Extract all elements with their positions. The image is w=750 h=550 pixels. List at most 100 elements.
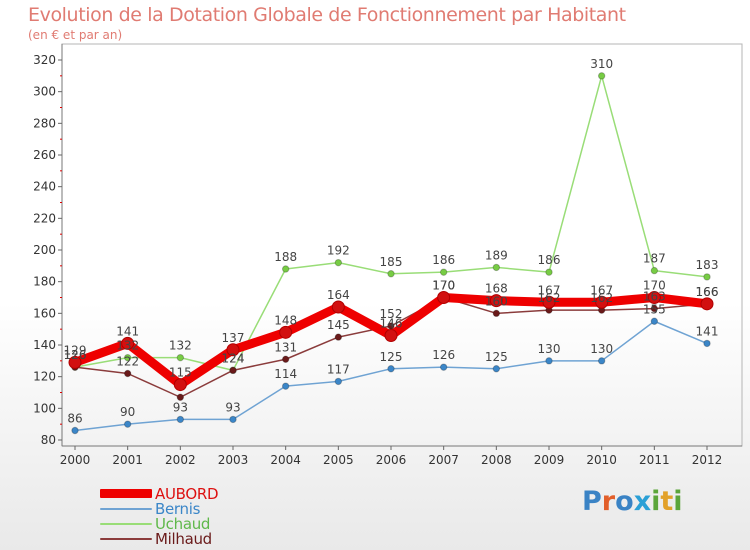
data-point-aubord bbox=[437, 291, 451, 304]
x-tick-label: 2006 bbox=[376, 453, 407, 467]
x-tick-label: 2001 bbox=[112, 453, 143, 467]
data-label-uchaud: 188 bbox=[274, 250, 297, 264]
y-tick-label: 320 bbox=[33, 53, 56, 67]
data-label-aubord: 141 bbox=[116, 324, 139, 338]
data-label-milhaud: 122 bbox=[116, 355, 139, 369]
data-label-bernis: 141 bbox=[696, 324, 719, 338]
legend-label: Milhaud bbox=[155, 529, 212, 548]
data-point-milhaud bbox=[334, 333, 343, 341]
x-tick-label: 2009 bbox=[534, 453, 565, 467]
y-tick-label: 80 bbox=[41, 433, 56, 447]
data-point-uchaud bbox=[176, 353, 185, 362]
data-label-bernis: 125 bbox=[485, 350, 508, 364]
data-label-bernis: 114 bbox=[274, 367, 297, 381]
data-point-bernis bbox=[492, 365, 501, 373]
data-point-bernis bbox=[334, 377, 343, 386]
data-point-uchaud bbox=[281, 265, 290, 273]
data-point-uchaud bbox=[439, 268, 448, 276]
x-tick-label: 2010 bbox=[586, 453, 617, 467]
logo-letter: i bbox=[673, 486, 683, 517]
data-label-aubord: 164 bbox=[327, 288, 350, 302]
y-tick-label: 300 bbox=[33, 85, 56, 99]
data-label-uchaud: 126 bbox=[64, 348, 87, 362]
legend-label: AUBORD bbox=[155, 484, 219, 503]
data-label-aubord: 137 bbox=[222, 331, 245, 345]
data-label-milhaud: 162 bbox=[590, 291, 613, 305]
data-label-bernis: 117 bbox=[327, 362, 350, 376]
x-tick-label: 2004 bbox=[270, 453, 301, 467]
y-tick-label: 200 bbox=[33, 243, 56, 257]
data-point-aubord bbox=[331, 300, 345, 314]
data-point-aubord bbox=[226, 343, 240, 357]
data-label-bernis: 130 bbox=[538, 342, 561, 356]
data-label-aubord: 115 bbox=[169, 366, 192, 380]
data-point-milhaud bbox=[492, 309, 501, 318]
data-point-aubord bbox=[121, 336, 135, 350]
data-point-aubord bbox=[700, 297, 714, 311]
x-tick-label: 2005 bbox=[323, 453, 354, 467]
logo-letter: x bbox=[633, 486, 652, 517]
legend-swatch bbox=[100, 537, 152, 540]
data-label-bernis: 90 bbox=[120, 405, 135, 419]
data-point-bernis bbox=[229, 415, 237, 424]
legend-item-aubord: AUBORD bbox=[100, 484, 219, 503]
data-label-aubord: 170 bbox=[432, 279, 455, 293]
x-tick-label: 2000 bbox=[60, 453, 91, 467]
data-point-uchaud bbox=[492, 263, 501, 272]
logo-letter: P bbox=[582, 486, 602, 517]
logo-letter: i bbox=[651, 486, 661, 517]
data-point-bernis bbox=[281, 382, 290, 390]
data-label-aubord: 146 bbox=[380, 317, 403, 331]
x-tick-label: 2003 bbox=[218, 453, 249, 467]
data-point-uchaud bbox=[334, 258, 343, 267]
data-label-aubord: 170 bbox=[643, 279, 666, 293]
x-tick-label: 2002 bbox=[165, 453, 196, 467]
data-point-aubord bbox=[279, 325, 293, 339]
data-label-aubord: 167 bbox=[590, 283, 613, 297]
y-tick-label: 280 bbox=[33, 116, 56, 130]
data-label-bernis: 93 bbox=[225, 400, 240, 414]
y-tick-label: 140 bbox=[33, 338, 56, 352]
data-point-aubord bbox=[173, 378, 187, 392]
data-label-aubord: 166 bbox=[696, 285, 719, 299]
data-label-uchaud: 187 bbox=[643, 252, 666, 266]
data-point-bernis bbox=[439, 363, 448, 371]
x-tick-label: 2012 bbox=[692, 453, 723, 467]
data-point-aubord bbox=[542, 295, 556, 309]
data-point-aubord bbox=[595, 295, 609, 309]
x-tick-label: 2007 bbox=[428, 453, 459, 467]
data-label-bernis: 126 bbox=[432, 348, 455, 362]
logo-letter: r bbox=[601, 486, 616, 517]
data-label-milhaud: 163 bbox=[643, 290, 666, 304]
data-label-aubord: 148 bbox=[274, 313, 297, 327]
data-label-uchaud: 310 bbox=[590, 57, 613, 71]
data-point-uchaud bbox=[703, 273, 711, 281]
y-tick-label: 120 bbox=[33, 370, 56, 384]
legend-swatch bbox=[100, 522, 152, 525]
data-label-bernis: 125 bbox=[380, 350, 403, 364]
data-label-uchaud: 186 bbox=[432, 253, 455, 267]
data-label-milhaud: 152 bbox=[380, 307, 403, 321]
data-point-bernis bbox=[71, 426, 79, 435]
data-label-milhaud: 162 bbox=[538, 291, 561, 305]
data-point-milhaud bbox=[229, 366, 237, 375]
data-point-uchaud bbox=[123, 353, 132, 362]
y-tick-label: 160 bbox=[33, 306, 56, 320]
y-tick-label: 220 bbox=[33, 211, 56, 225]
data-point-uchaud bbox=[597, 72, 606, 80]
data-point-bernis bbox=[650, 317, 659, 325]
legend-swatch bbox=[100, 489, 152, 498]
data-point-milhaud bbox=[176, 393, 185, 401]
data-point-aubord bbox=[489, 294, 503, 308]
data-label-aubord: 129 bbox=[64, 343, 87, 357]
data-label-uchaud: 132 bbox=[169, 339, 192, 353]
data-label-bernis: 93 bbox=[173, 400, 188, 414]
data-point-bernis bbox=[545, 357, 553, 365]
y-tick-label: 260 bbox=[33, 148, 56, 162]
x-tick-label: 2011 bbox=[639, 453, 670, 467]
y-tick-label: 240 bbox=[33, 180, 56, 194]
data-label-aubord: 168 bbox=[485, 282, 508, 296]
y-tick-label: 180 bbox=[33, 275, 56, 289]
chart-subtitle: (en € et par an) bbox=[28, 28, 123, 42]
